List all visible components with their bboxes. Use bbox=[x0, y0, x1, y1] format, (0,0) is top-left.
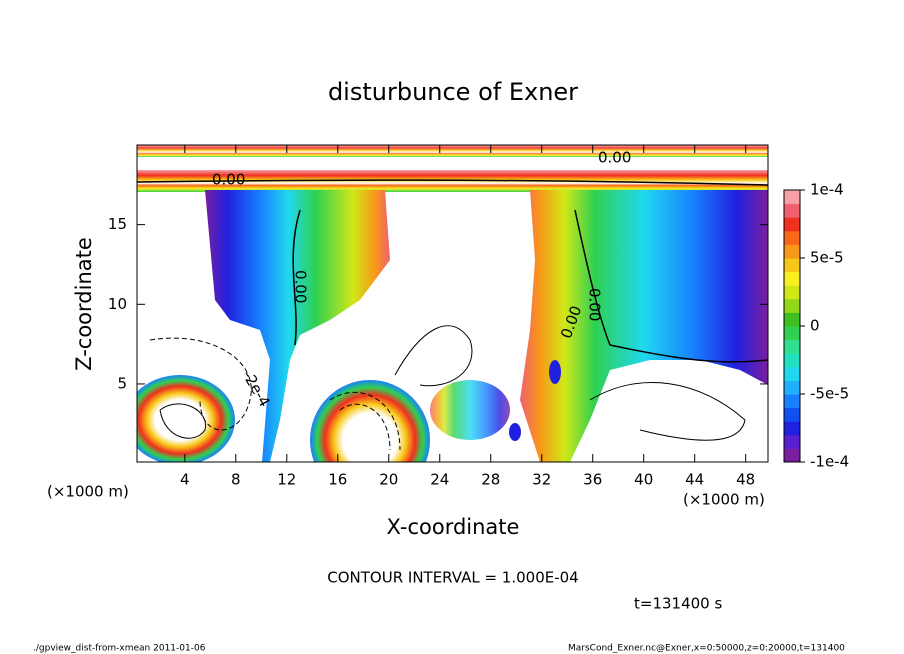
colorbar-band bbox=[784, 339, 800, 354]
colorbar-tick-label: 1e-4 bbox=[810, 181, 844, 199]
field-region bbox=[205, 190, 390, 462]
y-tick-label: 5 bbox=[117, 374, 127, 392]
contour-line bbox=[574, 209, 768, 363]
colorbar-band bbox=[784, 407, 800, 422]
contour-label: 0.00 bbox=[292, 270, 310, 303]
x-tick-label: 8 bbox=[231, 471, 241, 489]
colorbar-band bbox=[784, 421, 800, 436]
contour-line bbox=[329, 391, 401, 451]
x-tick-label: 40 bbox=[634, 471, 653, 489]
y-tick-label: 10 bbox=[108, 295, 127, 313]
chart-title: disturbunce of Exner bbox=[328, 78, 578, 106]
contour-line bbox=[292, 209, 301, 346]
contour-line bbox=[149, 337, 252, 431]
colorbar-band bbox=[784, 380, 800, 395]
x-tick-label: 32 bbox=[532, 471, 551, 489]
filled-field bbox=[137, 145, 768, 462]
colorbar-band bbox=[784, 258, 800, 273]
contour-line bbox=[394, 325, 473, 387]
colorbar-tick-label: -5e-5 bbox=[810, 385, 849, 403]
x-unit: (×1000 m) bbox=[47, 483, 129, 501]
field-region bbox=[520, 190, 768, 462]
colorbar-band bbox=[784, 230, 800, 245]
contour-line bbox=[159, 403, 206, 439]
field-region bbox=[509, 423, 521, 441]
colorbar-band bbox=[784, 394, 800, 409]
y-tick-label: 15 bbox=[108, 215, 127, 233]
footer-left: ./gpview_dist-from-xmean 2011-01-06 bbox=[33, 644, 206, 654]
contour-label: 0.00 bbox=[598, 149, 631, 167]
x-tick-label: 4 bbox=[180, 471, 190, 489]
field-band bbox=[137, 145, 768, 157]
x-unit: (×1000 m) bbox=[683, 491, 765, 509]
colorbar-band bbox=[784, 366, 800, 381]
colorbar-band bbox=[784, 217, 800, 232]
colorbar-tick-label: -1e-4 bbox=[810, 453, 849, 471]
colorbar-band bbox=[784, 203, 800, 218]
contour-interval: CONTOUR INTERVAL = 1.000E-04 bbox=[327, 569, 578, 587]
colorbar-band bbox=[784, 353, 800, 368]
x-tick-label: 12 bbox=[277, 471, 296, 489]
footer-right: MarsCond_Exner.nc@Exner,x=0:50000,z=0:20… bbox=[568, 644, 845, 654]
x-tick-label: 28 bbox=[481, 471, 500, 489]
field-band bbox=[137, 170, 768, 192]
plot-frame bbox=[136, 144, 769, 463]
colorbar-band bbox=[784, 326, 800, 341]
contour-label: 0.00 bbox=[586, 288, 604, 321]
contour-line bbox=[339, 403, 391, 451]
field-region bbox=[549, 360, 561, 384]
colorbar-tick-label: 0 bbox=[810, 317, 820, 335]
colorbar-band bbox=[784, 448, 800, 463]
x-tick-label: 48 bbox=[736, 471, 755, 489]
x-tick-label: 20 bbox=[379, 471, 398, 489]
x-tick-label: 36 bbox=[583, 471, 602, 489]
colorbar-band bbox=[784, 434, 800, 449]
time-label: t=131400 s bbox=[634, 595, 722, 613]
colorbar-band bbox=[784, 244, 800, 259]
colorbar-band bbox=[784, 298, 800, 313]
x-tick-label: 16 bbox=[328, 471, 347, 489]
field-region bbox=[430, 380, 510, 440]
colorbar-band bbox=[784, 271, 800, 286]
contour-line bbox=[589, 382, 746, 441]
x-tick-label: 44 bbox=[685, 471, 704, 489]
colorbar-band bbox=[784, 285, 800, 300]
x-tick-label: 24 bbox=[430, 471, 449, 489]
field-region bbox=[137, 375, 235, 462]
y-axis-label: Z-coordinate bbox=[72, 237, 96, 371]
x-axis-label: X-coordinate bbox=[387, 515, 520, 539]
colorbar-band bbox=[784, 190, 800, 205]
contour-line bbox=[137, 179, 768, 186]
colorbar-tick-label: 5e-5 bbox=[810, 249, 844, 267]
colorbar-band bbox=[784, 312, 800, 327]
contour-label: 0.00 bbox=[212, 171, 245, 189]
